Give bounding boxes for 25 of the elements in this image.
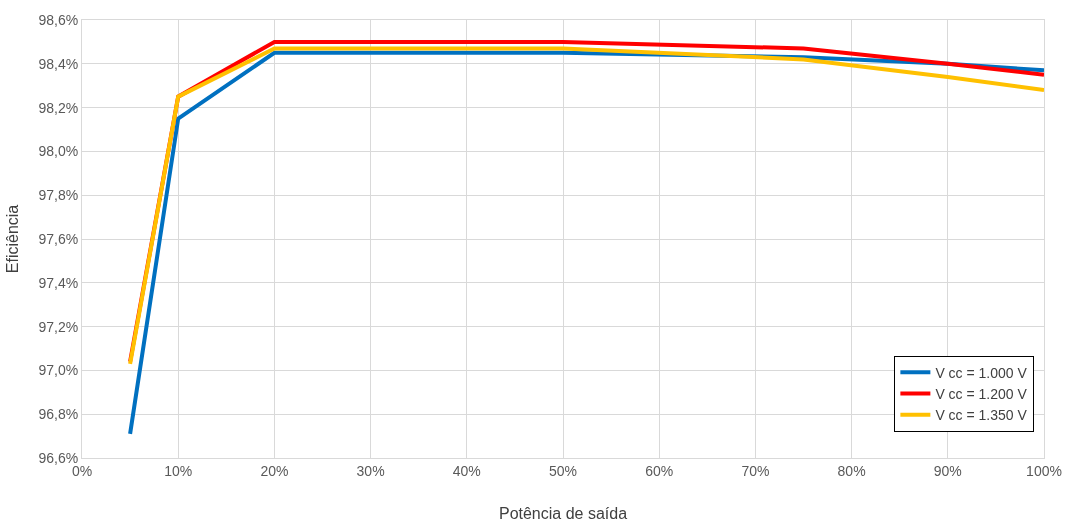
y-axis-title: Eficiência [4,204,22,274]
y-tick-label: 97,4% [38,274,79,291]
y-tick-label: 96,8% [38,406,79,423]
x-tick-label: 80% [837,462,866,479]
x-tick-label: 60% [645,462,674,479]
y-tick-label: 98,0% [38,143,79,160]
x-tick-label: 50% [548,462,578,479]
y-tick-label: 97,0% [38,362,79,379]
x-tick-label: 90% [933,462,962,479]
legend-label: V cc = 1.200 V [935,385,1028,402]
y-tick-label: 98,2% [38,99,79,116]
y-tick-label: 98,6% [38,11,79,28]
y-tick-label: 98,4% [38,55,79,72]
x-tick-label: 70% [741,462,770,479]
x-tick-label: 10% [164,462,193,479]
y-tick-label: 97,2% [38,318,79,335]
x-tick-label: 30% [356,462,385,479]
y-tick-label: 97,6% [38,230,79,247]
x-tick-label: 100% [1026,462,1062,479]
x-tick-label: 20% [260,462,289,479]
y-tick-label: 97,8% [38,187,79,204]
legend-label: V cc = 1.350 V [935,407,1028,424]
x-tick-label: 40% [452,462,481,479]
x-axis-title: Potência de saída [498,505,628,523]
legend-label: V cc = 1.000 V [935,364,1028,381]
